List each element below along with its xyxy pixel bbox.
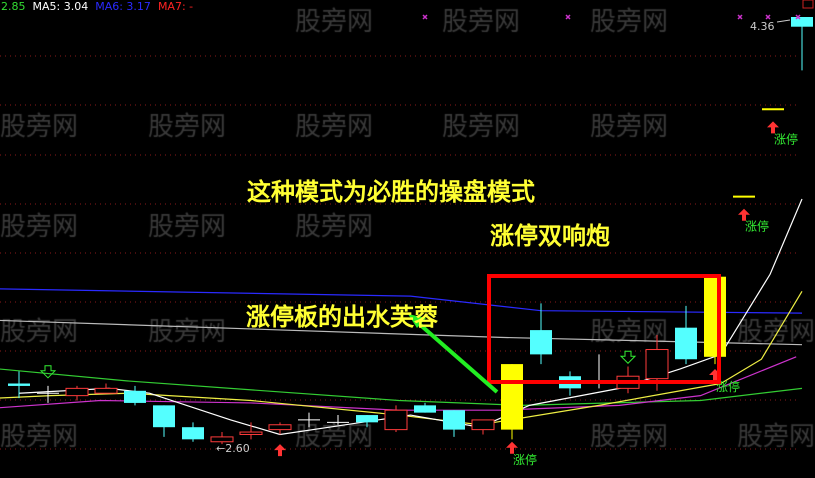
candle-body-up bbox=[268, 424, 292, 431]
annotation-lotus: 涨停板的出水芙蓉 bbox=[246, 303, 438, 331]
limit-up-arrow-icon bbox=[738, 208, 750, 221]
high-price-label: 4.36 bbox=[750, 20, 775, 33]
candle-body-limit-up bbox=[704, 276, 726, 357]
candle-body-down bbox=[791, 17, 813, 27]
ma-line bbox=[0, 368, 803, 406]
annotation-double: 涨停双响炮 bbox=[490, 222, 610, 250]
corner-box bbox=[802, 0, 814, 9]
signal-x-icon bbox=[795, 14, 801, 20]
candle-body-down bbox=[8, 383, 30, 386]
legend-ma5: MA5: 3.04 bbox=[32, 0, 89, 13]
ma-legend: 2.85 MA5: 3.04 MA6: 3.17 MA7: - bbox=[1, 0, 200, 13]
candle-body-up bbox=[94, 387, 118, 394]
low-price-label: ←2.60 bbox=[216, 442, 250, 455]
limit-up-arrow-icon bbox=[767, 121, 779, 134]
pointer-arrow-head-icon bbox=[408, 314, 426, 328]
signal-x-icon bbox=[765, 14, 771, 20]
candle-body-down bbox=[153, 405, 175, 428]
candle-body-down bbox=[530, 330, 552, 355]
signal-x-icon bbox=[737, 14, 743, 20]
candle-body-down bbox=[443, 410, 465, 430]
legend-ma7: MA7: - bbox=[157, 0, 194, 13]
signal-x-icon bbox=[565, 14, 571, 20]
candle-body-down bbox=[124, 390, 146, 403]
candle-body-down bbox=[675, 327, 697, 360]
limit-up-label: 涨停 bbox=[716, 379, 740, 394]
high-price-pointer bbox=[776, 19, 791, 23]
limit-up-label: 涨停 bbox=[745, 219, 769, 234]
candle-body-down bbox=[356, 415, 378, 423]
limit-up-arrow-icon bbox=[274, 444, 286, 457]
annotation-main: 这种模式为必胜的操盘模式 bbox=[247, 178, 535, 206]
ma-line bbox=[0, 288, 803, 314]
candle-body-up bbox=[384, 409, 408, 431]
candle-body-up bbox=[239, 431, 263, 435]
pointer-arrow-shaft bbox=[415, 320, 499, 394]
limit-up-label: 涨停 bbox=[513, 452, 537, 467]
legend-ma6: MA6: 3.17 bbox=[95, 0, 151, 13]
sell-arrow-icon bbox=[39, 365, 57, 379]
ma-line bbox=[0, 319, 803, 346]
candle-body-up bbox=[65, 387, 89, 397]
candle-body-down bbox=[182, 427, 204, 440]
limit-up-label: 涨停 bbox=[774, 131, 798, 146]
legend-first: 2.85 bbox=[1, 0, 26, 13]
highlight-box bbox=[487, 274, 721, 384]
limit-up-arrow-icon bbox=[506, 441, 518, 454]
sell-arrow-icon bbox=[619, 350, 637, 364]
candle-body-up bbox=[471, 419, 495, 431]
candle-body-up bbox=[645, 349, 669, 380]
candle-body-down bbox=[414, 405, 436, 413]
candle-body-limit-up bbox=[501, 364, 523, 430]
signal-x-icon bbox=[422, 14, 428, 20]
candle-body-up bbox=[210, 436, 234, 443]
